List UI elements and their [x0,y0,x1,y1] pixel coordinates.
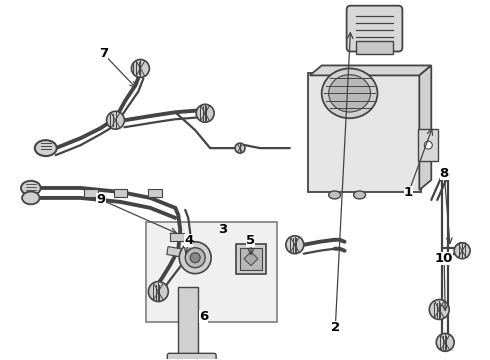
Text: 6: 6 [199,310,208,324]
Ellipse shape [436,333,454,351]
FancyBboxPatch shape [346,6,402,51]
FancyBboxPatch shape [418,129,438,161]
Text: 1: 1 [404,186,413,199]
Circle shape [424,141,432,149]
Circle shape [185,248,205,268]
Ellipse shape [329,75,370,112]
Bar [84,189,98,197]
Circle shape [179,242,211,274]
Text: 7: 7 [99,47,108,60]
Polygon shape [310,66,431,75]
Ellipse shape [329,191,341,199]
Bar [148,189,162,197]
Bar [114,189,127,197]
Ellipse shape [35,140,57,156]
Text: 2: 2 [331,321,340,334]
Ellipse shape [429,300,449,319]
Ellipse shape [354,191,366,199]
FancyBboxPatch shape [240,248,262,270]
Ellipse shape [196,104,214,122]
Ellipse shape [106,111,124,129]
Polygon shape [244,252,258,266]
Polygon shape [419,66,431,190]
FancyBboxPatch shape [236,244,266,274]
FancyBboxPatch shape [356,41,393,54]
Text: 10: 10 [435,252,453,265]
Text: 4: 4 [184,234,194,247]
Ellipse shape [454,243,470,259]
FancyBboxPatch shape [308,73,421,192]
Text: 8: 8 [440,167,449,180]
Ellipse shape [21,181,41,195]
Bar [171,233,184,241]
Text: 3: 3 [219,223,228,236]
Circle shape [190,253,200,263]
Ellipse shape [322,68,377,118]
Ellipse shape [235,143,245,153]
Ellipse shape [131,59,149,77]
FancyBboxPatch shape [147,222,277,323]
Text: 5: 5 [246,234,255,247]
FancyBboxPatch shape [178,287,198,360]
Text: 9: 9 [97,193,105,206]
Ellipse shape [286,236,304,254]
Ellipse shape [148,282,168,302]
Bar [167,247,182,257]
FancyBboxPatch shape [167,353,216,360]
Ellipse shape [22,192,40,204]
